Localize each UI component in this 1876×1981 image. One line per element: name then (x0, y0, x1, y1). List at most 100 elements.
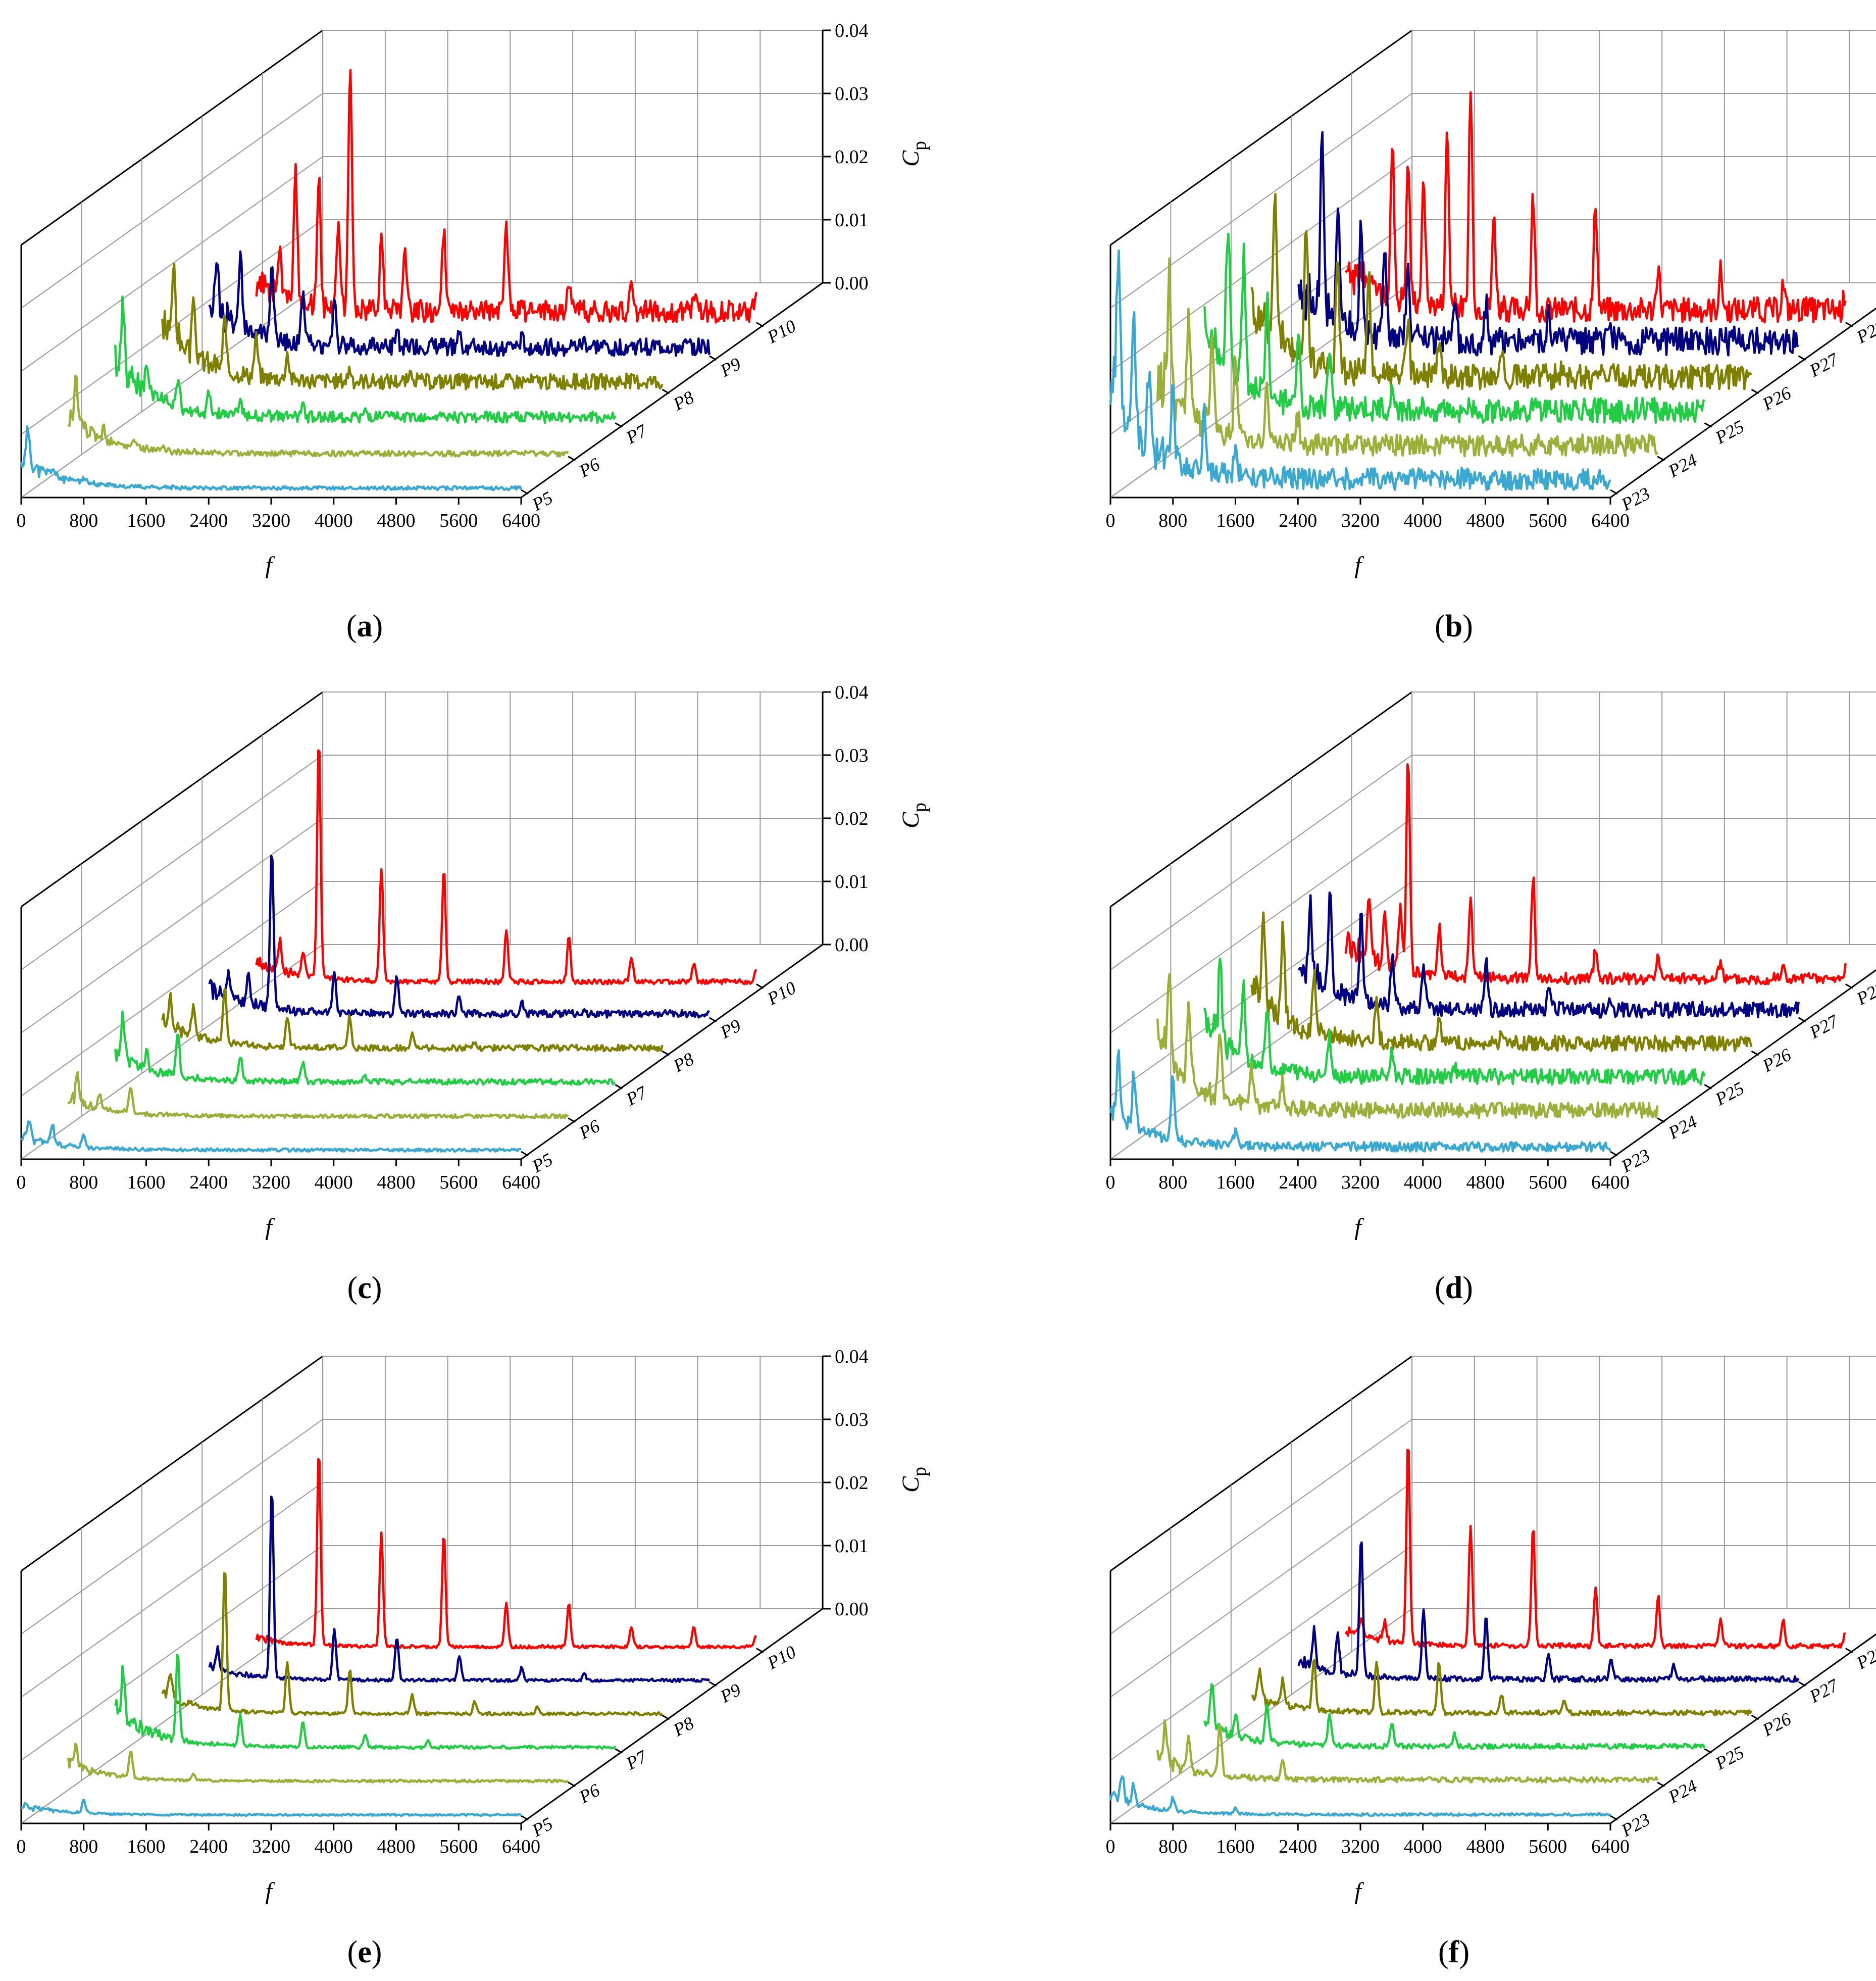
row-label: P8 (670, 387, 697, 415)
series-line-P10 (255, 749, 757, 985)
series-line-P24 (1156, 973, 1659, 1119)
x-tick-label: 0 (1106, 510, 1116, 531)
row-label: P28 (1853, 977, 1876, 1009)
z-tick-label: 0.02 (835, 808, 869, 829)
panel-caption: (b) (1435, 609, 1473, 643)
panel-caption: (d) (1435, 1271, 1473, 1305)
x-tick-label: 3200 (1341, 1172, 1380, 1193)
x-tick-label: 800 (69, 510, 98, 531)
series-line-P28 (1344, 1449, 1846, 1650)
x-tick-label: 0 (17, 1172, 26, 1193)
z-tick-label: 0.03 (835, 745, 869, 766)
panel-b: 0.000.010.020.030.0408001600240032004000… (1106, 29, 1876, 643)
row-label: P27 (1806, 1674, 1843, 1707)
x-tick-label: 1600 (127, 1172, 166, 1193)
x-tick-label: 4000 (315, 1172, 353, 1193)
x-tick-label: 1600 (1216, 1172, 1255, 1193)
row-label: P8 (670, 1049, 697, 1076)
x-tick-label: 800 (1158, 510, 1187, 531)
z-axis-title: Cp (897, 1467, 930, 1493)
x-tick-label: 2400 (189, 1836, 228, 1857)
z-tick-label: 0.00 (835, 273, 869, 294)
x-axis-title: f (265, 552, 275, 579)
series-line-P27 (1297, 891, 1800, 1019)
x-axis-title: f (1354, 1214, 1364, 1241)
series-line-P8 (161, 988, 664, 1053)
x-tick-label: 3200 (252, 510, 290, 531)
x-tick-label: 4800 (1466, 1172, 1505, 1193)
z-tick-label: 0.00 (835, 1599, 869, 1620)
row-label: P28 (1853, 316, 1876, 348)
x-tick-label: 6400 (1591, 510, 1630, 531)
x-tick-label: 0 (17, 1836, 26, 1857)
series-line-P23 (1109, 1049, 1611, 1153)
x-tick-label: 5600 (439, 1172, 478, 1193)
series-line-P27 (1297, 131, 1799, 357)
series-line-P26 (1250, 911, 1753, 1053)
z-tick-label: 0.04 (835, 1346, 869, 1367)
panel-caption: (f) (1438, 1935, 1469, 1969)
series-line-P7 (114, 295, 617, 424)
panel-caption: (e) (347, 1935, 382, 1969)
x-tick-label: 6400 (1591, 1836, 1630, 1857)
row-label: P7 (622, 420, 651, 448)
x-tick-label: 800 (69, 1836, 98, 1857)
x-tick-label: 6400 (502, 510, 540, 531)
x-tick-label: 4800 (377, 510, 416, 531)
z-tick-label: 0.04 (835, 682, 869, 703)
x-tick-label: 4000 (1404, 1172, 1442, 1193)
z-axis-title: Cp (897, 803, 930, 828)
row-label: P9 (717, 354, 744, 381)
series-line-P7 (114, 1653, 617, 1750)
row-label: P9 (717, 1679, 744, 1707)
x-tick-label: 0 (1106, 1836, 1116, 1857)
x-tick-label: 2400 (189, 1172, 228, 1193)
row-label: P9 (717, 1015, 744, 1043)
series-line-P6 (67, 1742, 569, 1784)
x-tick-label: 5600 (439, 510, 478, 531)
series-line-P28 (1344, 763, 1847, 985)
row-label: P6 (575, 454, 603, 482)
z-tick-label: 0.02 (835, 146, 869, 168)
series-line-P26 (1251, 1659, 1753, 1717)
series-line-P6 (67, 374, 569, 458)
series-line-P9 (208, 855, 711, 1019)
series-line-P9 (208, 250, 711, 357)
x-tick-label: 6400 (1591, 1172, 1630, 1193)
series-line-P5 (20, 425, 523, 491)
axes-box: 0.000.010.020.030.0408001600240032004000… (1106, 691, 1876, 1241)
row-label: P6 (575, 1780, 603, 1808)
panel-d: 0.000.010.020.030.0408001600240032004000… (1106, 691, 1876, 1305)
series-line-P7 (114, 1010, 616, 1086)
x-tick-label: 6400 (502, 1172, 540, 1193)
x-tick-label: 2400 (189, 510, 228, 531)
x-tick-label: 3200 (1341, 510, 1380, 531)
z-axis-title: Cp (897, 141, 930, 167)
x-tick-label: 2400 (1279, 1172, 1317, 1193)
x-axis-title: f (265, 1878, 275, 1905)
series-line-P23 (1109, 249, 1611, 491)
z-tick-label: 0.04 (835, 20, 869, 41)
x-tick-label: 6400 (502, 1836, 540, 1857)
series-line-P8 (161, 263, 664, 391)
series-line-P10 (255, 1458, 757, 1650)
z-tick-label: 0.02 (835, 1472, 869, 1494)
x-tick-label: 4800 (377, 1172, 416, 1193)
row-label: P8 (670, 1713, 697, 1741)
x-tick-label: 1600 (1216, 1836, 1255, 1857)
series-line-P26 (1250, 192, 1752, 390)
panel-e: 0.00 0.01 0.02 0.03 0.04 0 800 1600 2400 3200 4000… (17, 1346, 931, 1969)
x-tick-label: 1600 (1216, 510, 1255, 531)
z-tick-label: 0.01 (835, 1536, 869, 1557)
x-tick-label: 2400 (1279, 510, 1317, 531)
x-tick-label: 4000 (315, 1836, 353, 1857)
x-tick-label: 0 (17, 510, 26, 531)
panel-c: 0.00 0.01 0.02 0.03 0.04 0 800 1600 2400 3200 4000… (17, 682, 931, 1305)
x-tick-label: 4000 (1404, 510, 1442, 531)
x-tick-label: 4000 (1404, 1836, 1442, 1857)
series-line-P5 (21, 1799, 522, 1817)
series-line-P24 (1156, 1719, 1659, 1784)
panel-caption: (c) (347, 1271, 382, 1305)
